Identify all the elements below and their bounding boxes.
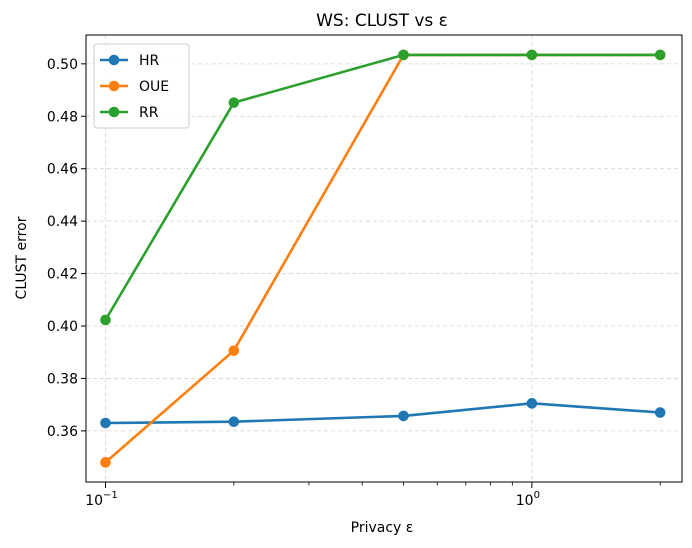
y-tick-label: 0.40 [47, 319, 78, 335]
legend-label-rr: RR [139, 105, 159, 121]
legend-marker-hr [108, 54, 120, 66]
y-tick-label: 0.46 [47, 162, 78, 178]
y-axis-label: CLUST error [14, 216, 30, 299]
legend-marker-oue [108, 80, 120, 92]
data-point-oue [100, 457, 111, 468]
data-point-rr [228, 97, 240, 108]
y-tick-label: 0.50 [47, 57, 78, 73]
data-point-hr [100, 417, 111, 429]
legend-box [93, 43, 190, 129]
y-tick-label: 0.48 [47, 109, 78, 125]
x-tick-label: 10−1 [85, 490, 118, 509]
y-tick-label: 0.38 [47, 371, 78, 387]
chart-title: WS: CLUST vs ε [316, 11, 448, 31]
data-point-rr [398, 49, 409, 61]
series-group [100, 49, 666, 468]
data-point-hr [228, 416, 240, 428]
series-line-hr [105, 401, 661, 425]
data-point-oue [228, 345, 240, 356]
plot-frame [85, 34, 683, 483]
y-tick-label: 0.44 [47, 214, 78, 230]
y-tick-label: 0.36 [47, 424, 78, 440]
data-point-rr [100, 314, 111, 326]
legend: HR OUE RR [93, 43, 190, 129]
y-axis: 0.36 0.38 0.40 0.42 0.44 0.46 0.48 0.50 [47, 57, 86, 440]
x-axis: 10−1 100 [85, 482, 661, 509]
y-tick-label: 0.42 [47, 267, 78, 283]
legend-marker-rr [108, 106, 120, 118]
data-point-hr [526, 398, 538, 409]
x-tick-label: 100 [516, 490, 540, 509]
legend-label-oue: OUE [139, 79, 169, 95]
data-point-hr [398, 410, 409, 422]
legend-label-hr: HR [139, 53, 160, 69]
data-point-hr [654, 407, 666, 418]
data-point-rr [526, 49, 538, 61]
data-point-rr [654, 49, 666, 61]
x-axis-label: Privacy ε [351, 520, 414, 536]
